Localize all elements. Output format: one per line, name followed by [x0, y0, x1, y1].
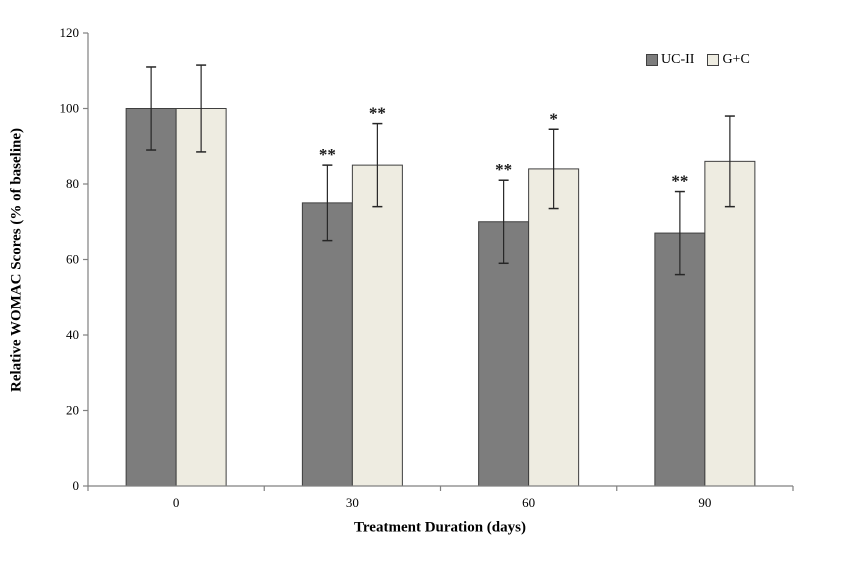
bar-g-c-60 [528, 168, 580, 487]
y-tick-label: 40 [66, 327, 79, 342]
x-tick-label: 60 [522, 495, 535, 510]
legend-item-g-c: G+C [707, 52, 750, 67]
significance-marker: ** [671, 172, 688, 191]
legend-item-uc-ii: UC-II [646, 53, 694, 67]
y-tick-label: 60 [66, 252, 79, 267]
significance-marker: ** [369, 104, 386, 123]
y-tick-label: 80 [66, 176, 79, 191]
bar-g-c-90 [704, 160, 756, 487]
legend-swatch-g-c [707, 54, 720, 66]
y-axis-title: Relative WOMAC Scores (% of baseline) [8, 128, 25, 392]
bar-uc-ii-60 [478, 221, 530, 487]
bar-uc-ii-30 [301, 202, 353, 487]
x-axis-title: Treatment Duration (days) [354, 519, 526, 536]
legend-label-g-c: G+C [722, 52, 750, 67]
significance-marker: ** [495, 160, 512, 179]
y-tick-label: 120 [60, 25, 80, 40]
y-tick-label: 100 [60, 101, 80, 116]
bar-uc-ii-0 [125, 108, 177, 487]
significance-marker: ** [319, 145, 336, 164]
legend: UC-II G+C [646, 53, 750, 67]
x-tick-label: 30 [346, 495, 359, 510]
x-tick-label: 90 [698, 495, 711, 510]
y-tick-label: 0 [73, 478, 80, 493]
significance-marker: * [549, 109, 558, 128]
x-tick-label: 0 [173, 495, 180, 510]
y-tick-label: 20 [66, 403, 79, 418]
bar-g-c-30 [351, 164, 403, 487]
legend-swatch-uc-ii [646, 54, 658, 66]
bar-g-c-0 [175, 108, 227, 487]
legend-label-uc-ii: UC-II [661, 52, 695, 67]
